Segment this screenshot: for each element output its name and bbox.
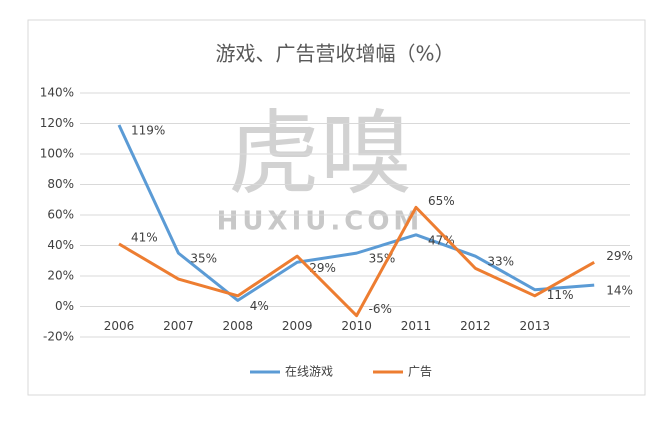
data-label: 65% <box>428 194 455 208</box>
x-tick-label: 2013 <box>520 319 551 333</box>
chart-title: 游戏、广告营收增幅（%） <box>215 42 454 66</box>
series-line <box>118 205 595 318</box>
x-tick-label: 2006 <box>104 319 135 333</box>
data-label: -6% <box>369 302 392 316</box>
legend-label: 广告 <box>408 365 432 379</box>
y-tick-label: 40% <box>47 238 74 252</box>
watermark: HUXIU.COM <box>217 207 424 237</box>
y-tick-label: 120% <box>40 116 74 130</box>
data-label: 119% <box>131 124 165 138</box>
y-tick-label: 100% <box>40 147 74 161</box>
y-tick-label: 140% <box>40 86 74 100</box>
x-tick-label: 2008 <box>223 319 254 333</box>
x-tick-label: 2012 <box>460 319 491 333</box>
data-label: 41% <box>131 230 158 244</box>
y-tick-label: 80% <box>47 177 74 191</box>
y-tick-label: 60% <box>47 208 74 222</box>
x-tick-label: 2009 <box>282 319 313 333</box>
data-label: 11% <box>547 288 574 302</box>
y-tick-label: -20% <box>43 330 74 344</box>
legend-label: 在线游戏 <box>285 365 333 379</box>
data-label: 29% <box>309 261 336 275</box>
data-label: 35% <box>190 252 217 266</box>
x-tick-label: 2010 <box>341 319 372 333</box>
data-label: 4% <box>250 299 269 313</box>
y-tick-label: 0% <box>55 299 74 313</box>
data-label: 47% <box>428 233 455 247</box>
series-line <box>117 124 595 302</box>
chart-frame <box>27 19 646 396</box>
y-tick-label: 20% <box>47 269 74 283</box>
data-label: 14% <box>606 284 633 298</box>
data-label: 33% <box>487 255 514 269</box>
x-tick-label: 2011 <box>401 319 432 333</box>
x-tick-label: 2007 <box>163 319 194 333</box>
data-label: 29% <box>606 249 633 263</box>
